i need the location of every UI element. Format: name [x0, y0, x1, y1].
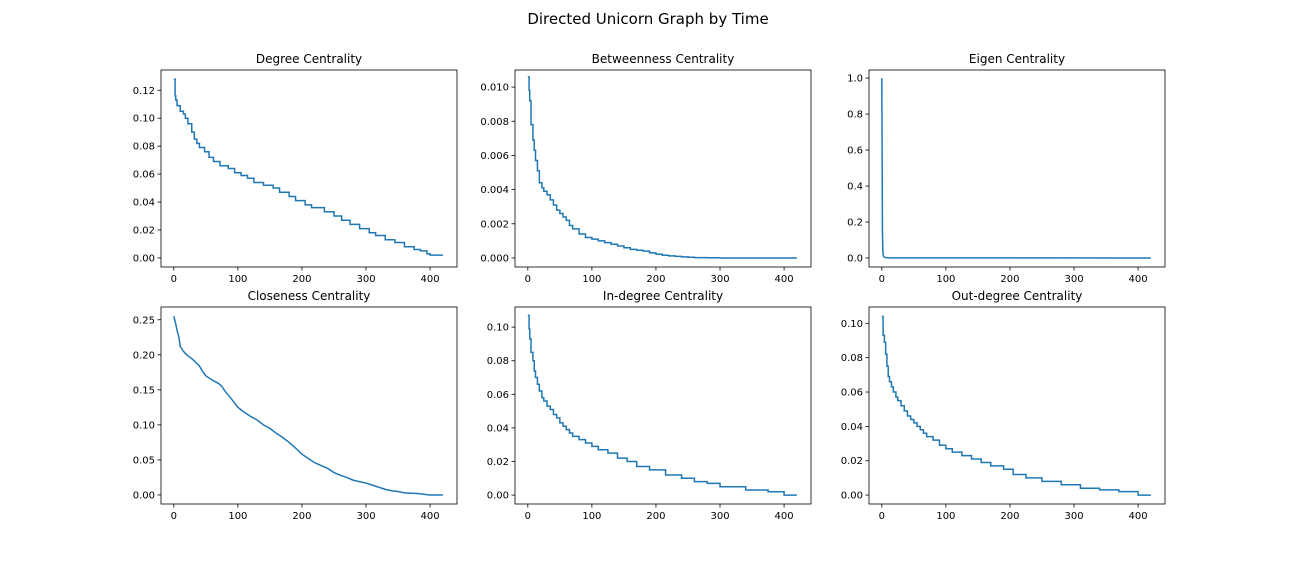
- y-tick-label: 0.02: [133, 225, 155, 236]
- x-tick-label: 400: [775, 274, 794, 285]
- series-line: [173, 316, 443, 496]
- x-tick-label: 200: [292, 511, 311, 522]
- y-tick-label: 0.002: [480, 219, 509, 230]
- y-tick-label: 0.04: [841, 422, 863, 433]
- x-tick-label: 100: [228, 511, 247, 522]
- x-tick-label: 400: [1129, 274, 1148, 285]
- x-tick-label: 100: [228, 274, 247, 285]
- x-tick-label: 300: [1064, 274, 1083, 285]
- x-tick-label: 0: [171, 511, 177, 522]
- x-tick-label: 300: [1064, 511, 1083, 522]
- y-tick-label: 0.00: [487, 491, 509, 502]
- series-line: [881, 315, 1151, 496]
- y-tick-label: 0.008: [480, 117, 509, 128]
- y-tick-label: 0.25: [133, 315, 155, 326]
- y-tick-label: 0.06: [487, 390, 509, 401]
- y-tick-label: 0.6: [847, 146, 863, 157]
- x-tick-label: 100: [936, 511, 955, 522]
- y-tick-label: 1.0: [847, 74, 863, 85]
- x-tick-label: 0: [879, 511, 885, 522]
- y-tick-label: 0.04: [487, 423, 509, 434]
- series-line: [881, 78, 1151, 259]
- axes-frame: [160, 69, 458, 268]
- x-tick-label: 400: [1129, 511, 1148, 522]
- x-tick-label: 400: [775, 511, 794, 522]
- y-tick-label: 0.00: [841, 491, 863, 502]
- series-line: [527, 76, 797, 259]
- y-tick-label: 0.0: [847, 254, 863, 265]
- subplot-eigen-centrality: Eigen Centrality 0 100 200 300 400 0.0 0.2 0.4 0.…: [847, 52, 1166, 285]
- axes-frame: [160, 306, 458, 505]
- y-tick-label: 0.12: [133, 86, 155, 97]
- x-tick-label: 100: [582, 511, 601, 522]
- y-tick-label: 0.06: [841, 388, 863, 399]
- y-tick-label: 0.08: [133, 142, 155, 153]
- x-tick-label: 400: [421, 511, 440, 522]
- subplot-title: Degree Centrality: [256, 52, 362, 66]
- x-tick-label: 300: [710, 274, 729, 285]
- y-tick-label: 0.20: [133, 350, 155, 361]
- y-tick-label: 0.10: [487, 323, 509, 334]
- x-tick-label: 100: [582, 274, 601, 285]
- axes-frame: [514, 69, 812, 268]
- x-tick-label: 200: [646, 274, 665, 285]
- axes-frame: [868, 69, 1166, 268]
- subplot-betweenness-centrality: Betweenness Centrality 0 100 200 300 400 0.000…: [480, 52, 812, 285]
- x-tick-label: 200: [1000, 274, 1019, 285]
- y-tick-label: 0.8: [847, 110, 863, 121]
- axes-frame: [868, 306, 1166, 505]
- x-tick-label: 0: [879, 274, 885, 285]
- x-tick-label: 200: [1000, 511, 1019, 522]
- y-tick-label: 0.02: [841, 456, 863, 467]
- x-tick-label: 100: [936, 274, 955, 285]
- x-tick-label: 0: [525, 511, 531, 522]
- subplot-title: In-degree Centrality: [603, 289, 723, 303]
- y-tick-label: 0.04: [133, 198, 155, 209]
- y-tick-label: 0.004: [480, 185, 509, 196]
- series-line: [173, 78, 443, 256]
- subplot-title: Closeness Centrality: [248, 289, 371, 303]
- y-tick-label: 0.4: [847, 182, 863, 193]
- subplot-title: Betweenness Centrality: [592, 52, 735, 66]
- subplot-title: Out-degree Centrality: [952, 289, 1083, 303]
- y-tick-label: 0.000: [480, 253, 509, 264]
- y-tick-label: 0.00: [133, 253, 155, 264]
- series-line: [527, 314, 797, 496]
- x-tick-label: 200: [292, 274, 311, 285]
- y-tick-label: 0.02: [487, 457, 509, 468]
- y-tick-label: 0.10: [133, 114, 155, 125]
- subplot-out-degree-centrality: Out-degree Centrality 0 100 200 300 400 0.00 0.…: [841, 289, 1166, 522]
- y-tick-label: 0.08: [487, 356, 509, 367]
- y-tick-label: 0.010: [480, 83, 509, 94]
- y-tick-label: 0.08: [841, 353, 863, 364]
- x-tick-label: 200: [646, 511, 665, 522]
- subplot-degree-centrality: Degree Centrality 0 100 200 300 400 0.00 0.02 0.…: [133, 52, 458, 285]
- figure-title: Directed Unicorn Graph by Time: [527, 10, 768, 28]
- x-tick-label: 300: [356, 511, 375, 522]
- y-tick-label: 0.006: [480, 151, 509, 162]
- y-tick-label: 0.2: [847, 218, 863, 229]
- subplot-title: Eigen Centrality: [969, 52, 1065, 66]
- x-tick-label: 300: [356, 274, 375, 285]
- axes-frame: [514, 306, 812, 505]
- subplot-in-degree-centrality: In-degree Centrality 0 100 200 300 400 0.00 0.0…: [487, 289, 812, 522]
- y-tick-label: 0.10: [133, 420, 155, 431]
- x-tick-label: 0: [171, 274, 177, 285]
- x-tick-label: 300: [710, 511, 729, 522]
- x-tick-label: 400: [421, 274, 440, 285]
- y-tick-label: 0.10: [841, 319, 863, 330]
- y-tick-label: 0.15: [133, 385, 155, 396]
- y-tick-label: 0.05: [133, 455, 155, 466]
- subplot-closeness-centrality: Closeness Centrality 0 100 200 300 400 0.00 0.0…: [133, 289, 458, 522]
- x-tick-label: 0: [525, 274, 531, 285]
- y-tick-label: 0.06: [133, 170, 155, 181]
- y-tick-label: 0.00: [133, 490, 155, 501]
